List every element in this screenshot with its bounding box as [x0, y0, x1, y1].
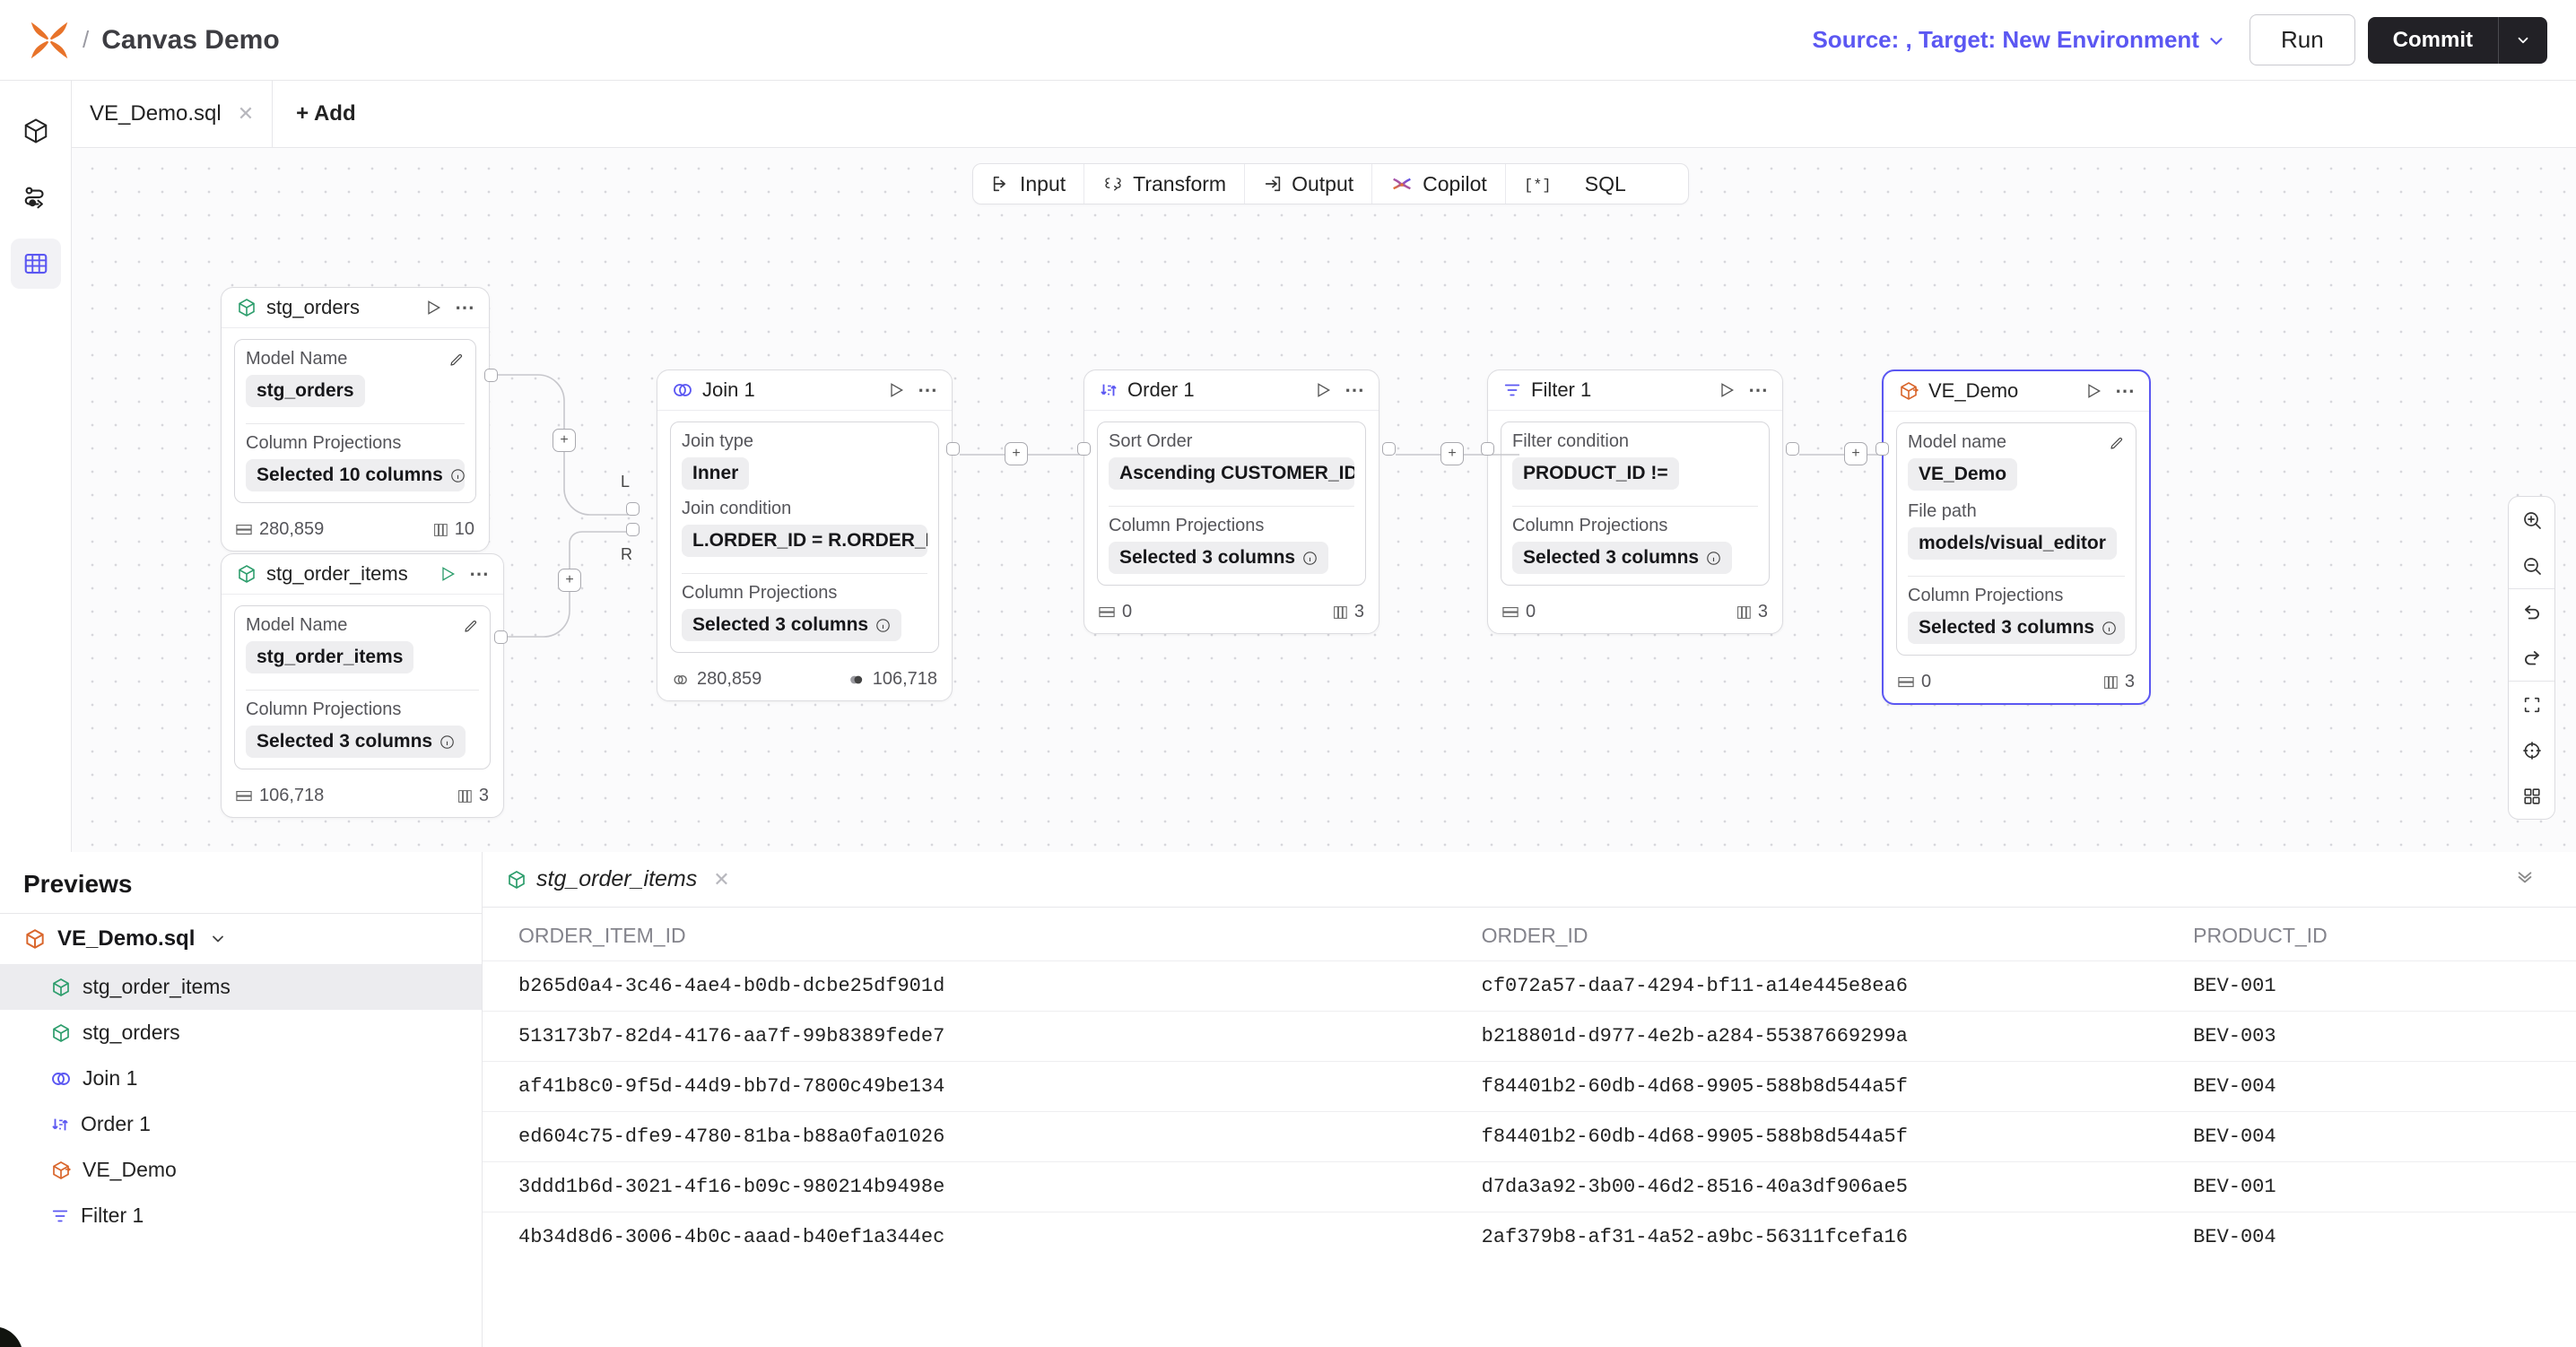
svg-text:[*]: [*] [1524, 178, 1552, 193]
